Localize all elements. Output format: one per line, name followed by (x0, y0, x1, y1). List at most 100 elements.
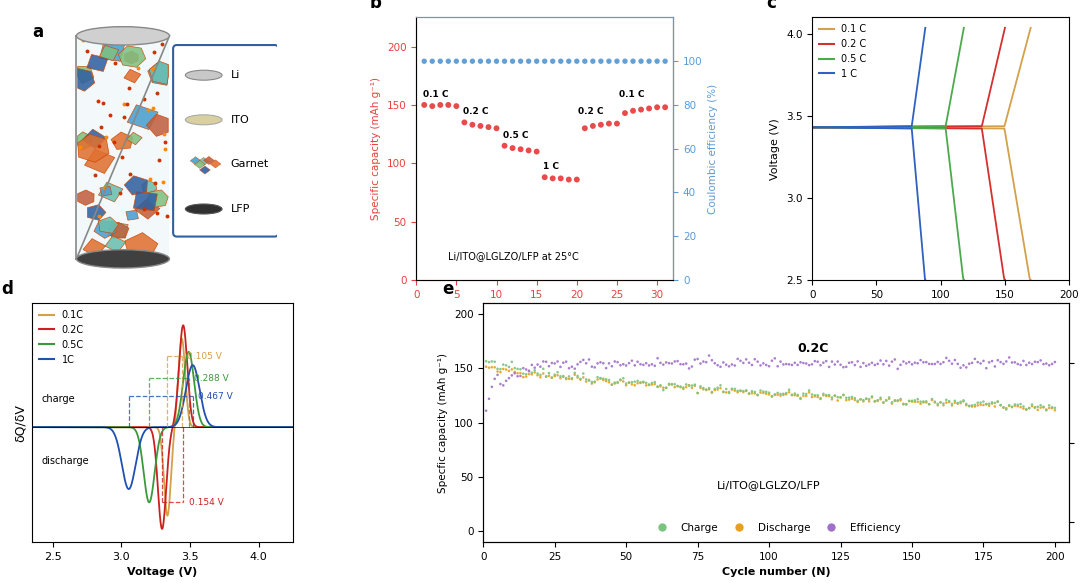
Point (480, 57, 497, 66)
Point (963, 401, 981, 410)
Point (561, 57, 578, 66)
Point (440, 57, 457, 66)
Ellipse shape (77, 250, 170, 268)
Text: discharge: discharge (42, 456, 90, 466)
Point (569, 371, 586, 381)
Point (618, 379, 635, 388)
Point (929, 357, 946, 367)
Point (611, 375, 629, 385)
Point (883, 357, 901, 366)
Point (1043, 403, 1061, 412)
Point (786, 358, 804, 367)
Point (489, 367, 507, 376)
Point (821, 391, 838, 400)
Point (644, 360, 661, 369)
Point (689, 388, 706, 398)
Point (440, 100, 457, 110)
Point (658, 358, 675, 367)
Point (818, 356, 835, 366)
Point (975, 356, 993, 366)
Point (575, 355, 592, 364)
Text: Li/ITO@LGLZO/LFP at 25°C: Li/ITO@LGLZO/LFP at 25°C (448, 251, 579, 261)
Point (592, 357, 609, 367)
Point (666, 357, 684, 366)
Point (741, 389, 758, 398)
Legend: 0.1 C, 0.2 C, 0.5 C, 1 C: 0.1 C, 0.2 C, 0.5 C, 1 C (815, 20, 870, 83)
Point (1009, 400, 1026, 409)
Point (967, 354, 984, 364)
Point (812, 394, 829, 403)
Point (892, 394, 909, 403)
Point (897, 359, 915, 368)
Point (496, 141, 513, 150)
Point (717, 384, 734, 394)
Point (624, 106, 642, 115)
Point (720, 388, 738, 398)
Point (526, 366, 543, 375)
Text: d: d (1, 280, 13, 298)
Point (750, 391, 767, 400)
Point (629, 378, 646, 388)
Point (946, 398, 963, 408)
Point (1012, 402, 1029, 412)
Point (512, 364, 529, 374)
Point (712, 362, 729, 371)
Point (512, 145, 529, 154)
Point (546, 371, 564, 381)
Point (540, 368, 557, 378)
Point (584, 57, 602, 66)
Point (569, 360, 586, 369)
Point (941, 356, 958, 366)
Point (804, 390, 821, 399)
Point (488, 124, 505, 133)
Point (757, 389, 774, 398)
Point (504, 57, 522, 66)
Point (720, 361, 738, 371)
Point (772, 389, 789, 399)
Point (646, 380, 663, 389)
Point (592, 120, 609, 129)
Point (640, 380, 658, 389)
Point (571, 374, 589, 384)
Point (752, 361, 769, 370)
Point (800, 386, 818, 395)
Point (626, 377, 644, 387)
Point (660, 380, 677, 389)
Point (781, 388, 798, 397)
Point (829, 392, 847, 402)
Point (611, 361, 629, 370)
Point (863, 393, 880, 402)
Point (967, 400, 984, 409)
Point (872, 393, 889, 402)
Point (620, 378, 637, 387)
Point (597, 377, 615, 386)
Point (969, 398, 986, 408)
Polygon shape (99, 187, 112, 196)
Point (821, 362, 838, 371)
Text: charge: charge (42, 394, 76, 405)
Point (858, 394, 875, 403)
Point (878, 396, 895, 405)
Point (847, 395, 864, 405)
Point (677, 380, 694, 389)
Point (498, 376, 515, 385)
Point (586, 377, 604, 387)
Point (755, 359, 772, 368)
Point (555, 371, 572, 381)
Point (795, 359, 812, 368)
Point (755, 388, 772, 398)
Point (918, 357, 935, 367)
Point (858, 394, 875, 403)
Point (540, 361, 557, 371)
Point (826, 360, 843, 369)
Point (486, 363, 503, 372)
Point (951, 398, 969, 408)
Point (512, 368, 529, 378)
Point (672, 360, 689, 369)
Point (523, 370, 540, 379)
Point (540, 371, 557, 381)
Point (644, 380, 661, 389)
Point (732, 387, 750, 396)
Point (866, 397, 883, 406)
Point (927, 397, 944, 406)
